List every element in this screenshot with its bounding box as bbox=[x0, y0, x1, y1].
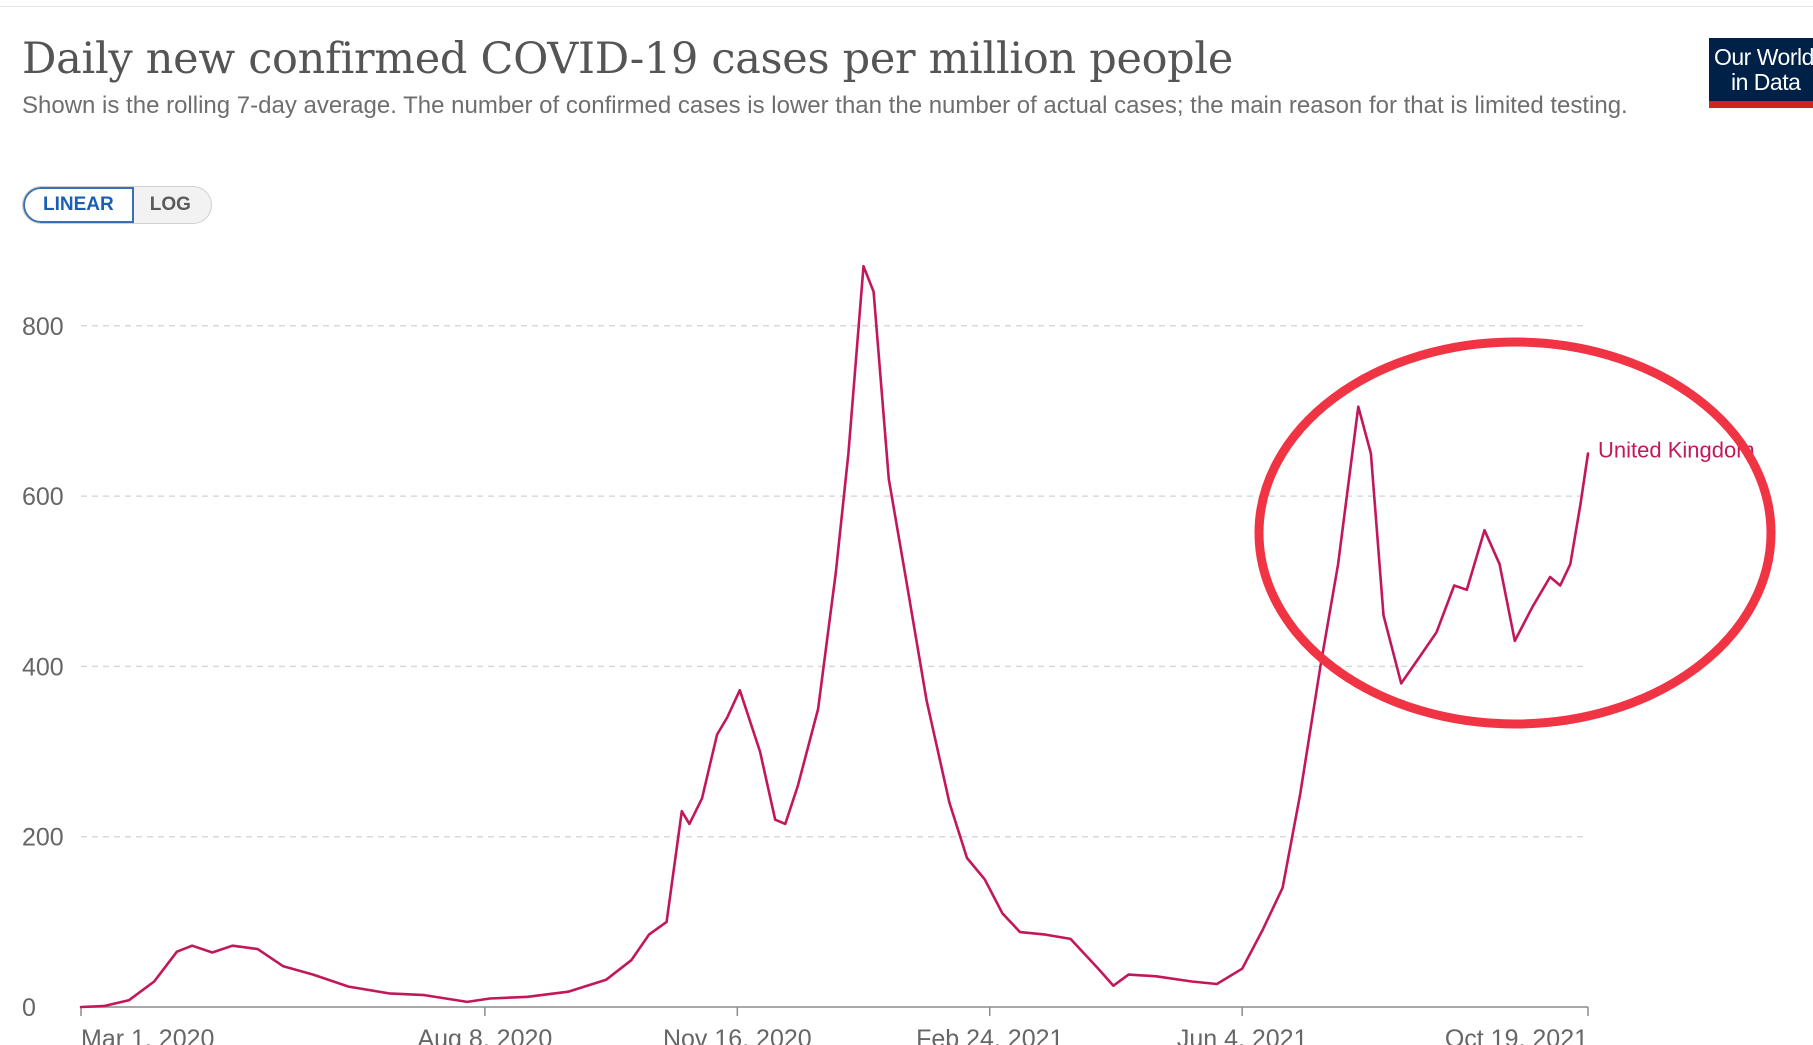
chart-subtitle: Shown is the rolling 7-day average. The … bbox=[22, 92, 1628, 119]
x-tick-label-5: Oct 19, 2021 bbox=[1445, 1025, 1588, 1045]
chart-title: Daily new confirmed COVID-19 cases per m… bbox=[22, 34, 1234, 84]
x-tick-label-1: Aug 8, 2020 bbox=[417, 1025, 552, 1045]
annotation-ellipse bbox=[1254, 337, 1776, 729]
logo-line-2: in Data bbox=[1731, 69, 1801, 95]
series-label-uk: United Kingdom bbox=[1598, 438, 1755, 463]
linear-scale-button[interactable]: LINEAR bbox=[23, 187, 134, 223]
y-tick-label-0: 0 bbox=[22, 994, 36, 1022]
logo-line-1: Our World bbox=[1714, 44, 1813, 70]
owid-logo[interactable]: Our World in Data bbox=[1709, 38, 1813, 108]
y-tick-label-800: 800 bbox=[22, 313, 64, 341]
x-tick-label-3: Feb 24, 2021 bbox=[916, 1025, 1063, 1045]
top-divider bbox=[0, 6, 1813, 7]
log-scale-button[interactable]: LOG bbox=[149, 194, 191, 215]
scale-toggle: LINEAR LOG bbox=[22, 186, 212, 224]
series-line-uk bbox=[79, 264, 1590, 1009]
y-tick-label-200: 200 bbox=[22, 824, 64, 852]
x-tick-label-4: Jun 4, 2021 bbox=[1177, 1025, 1308, 1045]
x-tick-label-0: Mar 1, 2020 bbox=[81, 1025, 214, 1045]
y-tick-label-400: 400 bbox=[22, 653, 64, 681]
x-tick-label-2: Nov 16, 2020 bbox=[663, 1025, 812, 1045]
y-tick-label-600: 600 bbox=[22, 483, 64, 511]
